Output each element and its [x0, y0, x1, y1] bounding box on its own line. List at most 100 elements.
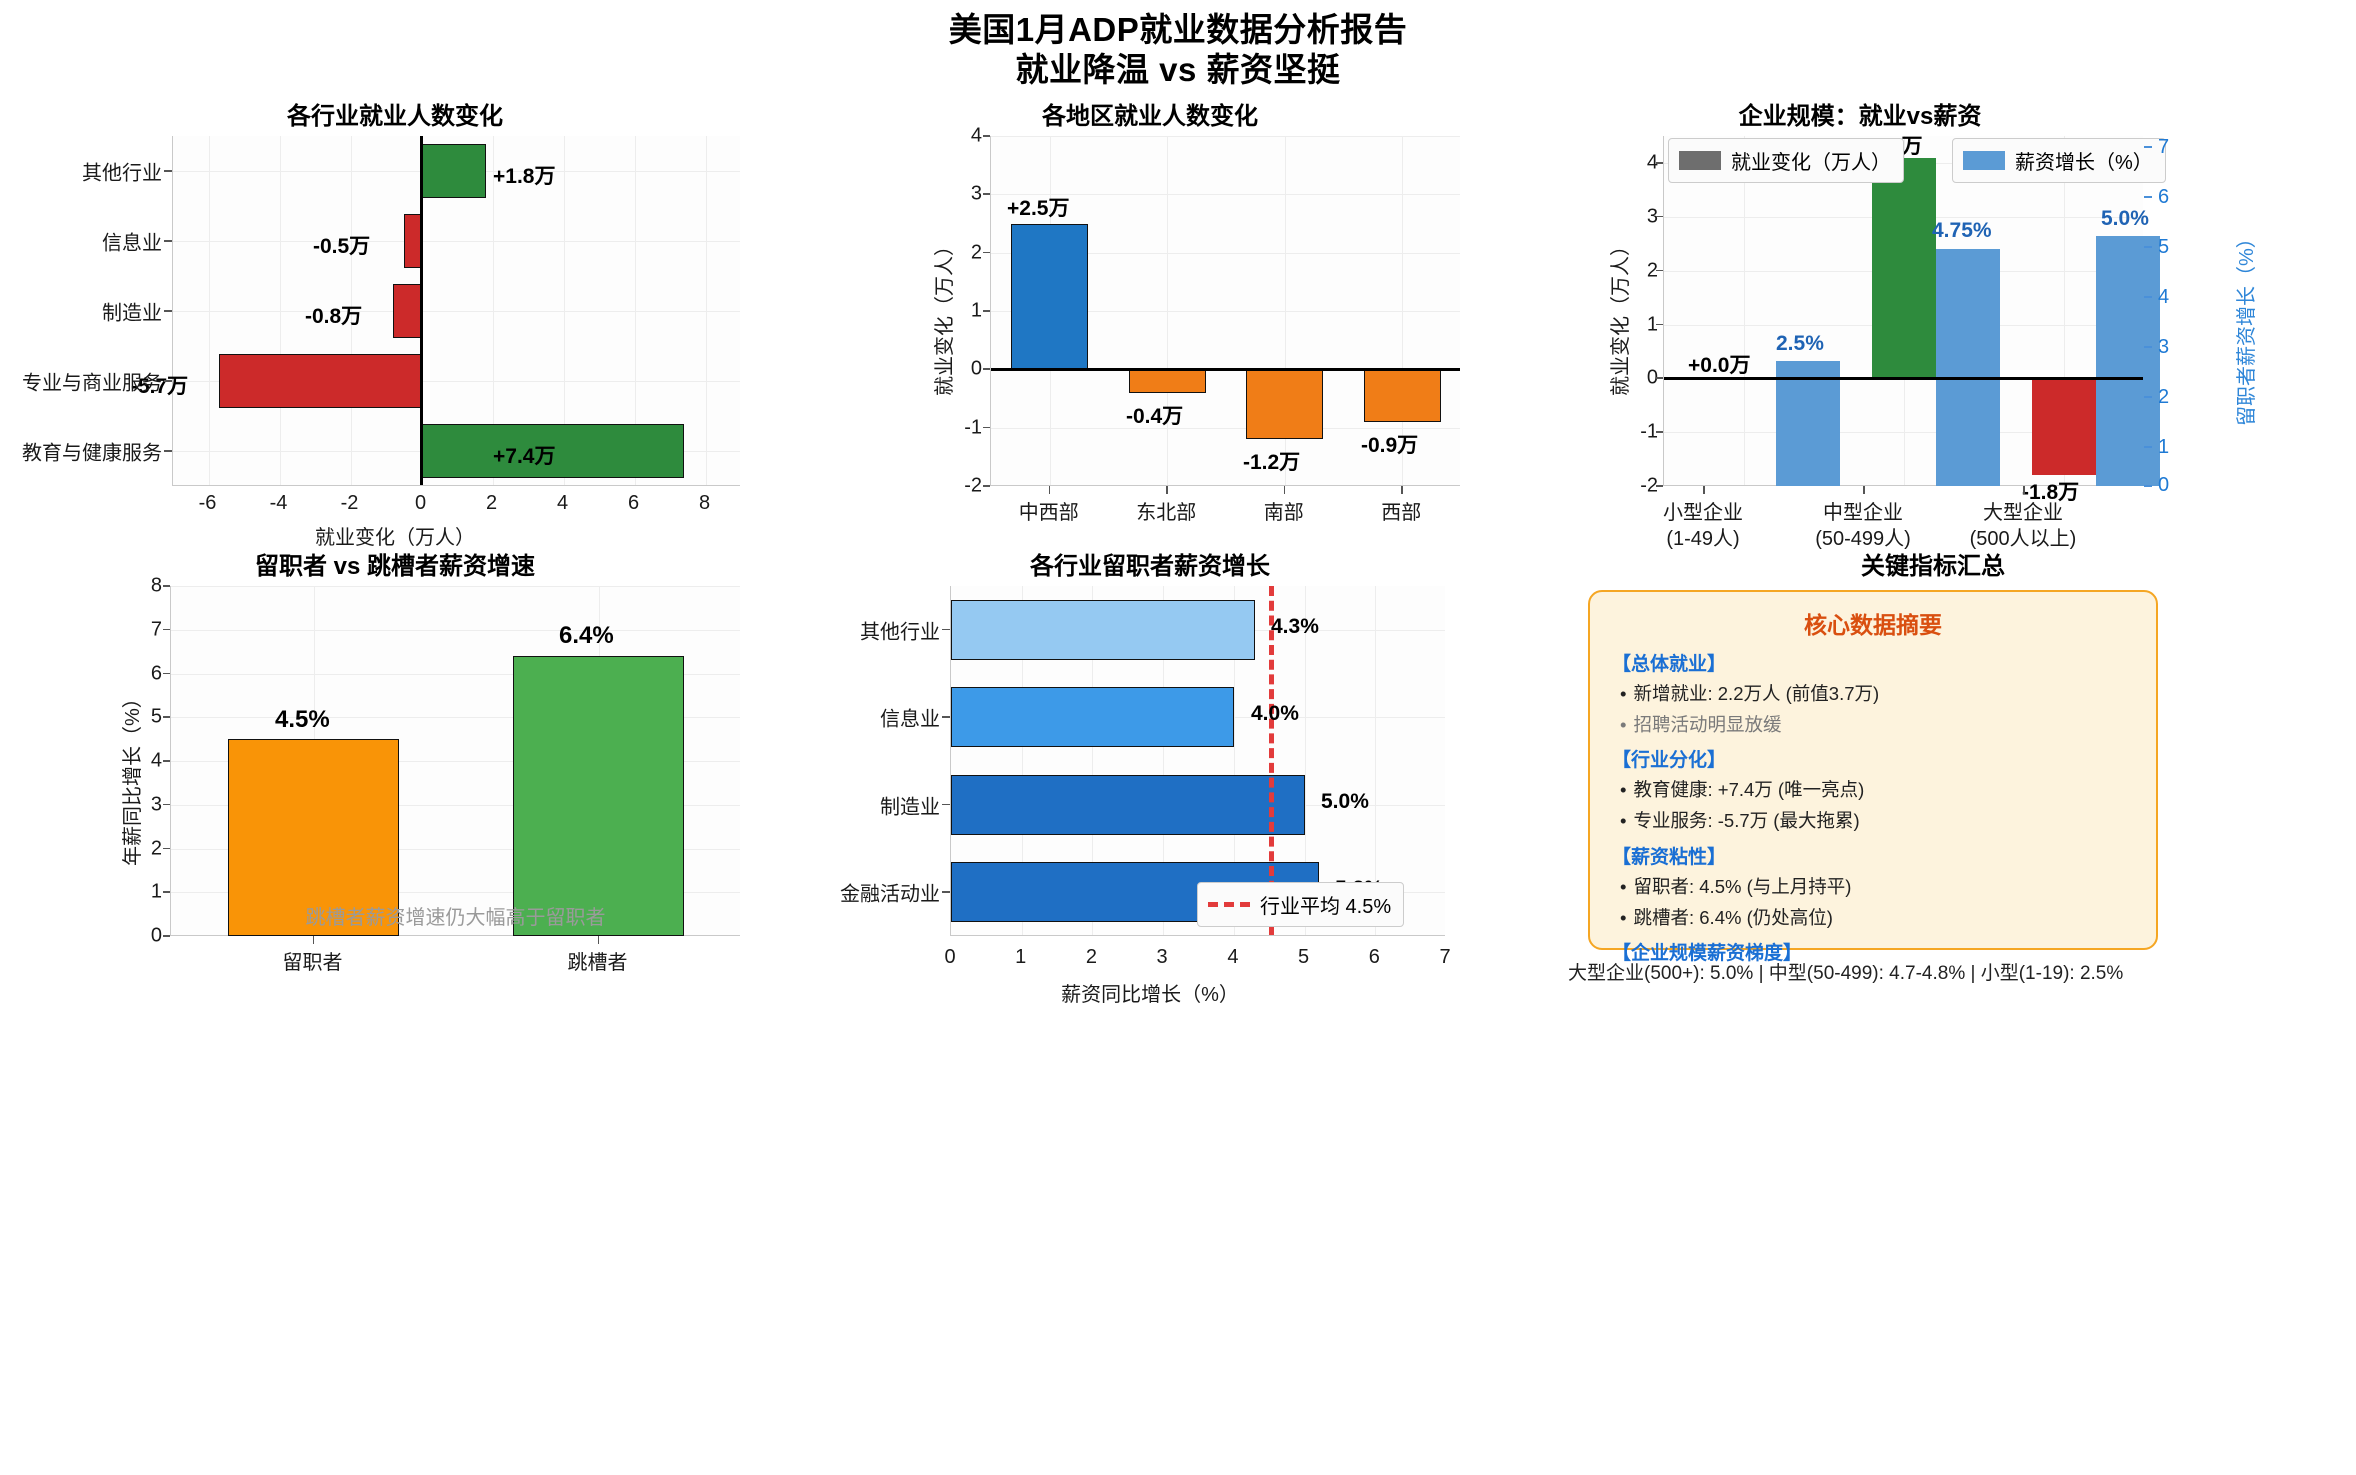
- plot-area-stayer-switcher: 4.5% 6.4% 跳槽者薪资增速仍大幅高于留职者: [170, 586, 740, 936]
- tick-mark: [2144, 196, 2152, 198]
- yaxis-label-company-size: 就业变化（万人）: [1610, 236, 1632, 396]
- gridline: [991, 194, 1460, 196]
- ytick-minus2: -2: [964, 474, 982, 497]
- bar-northeast: [1128, 369, 1206, 393]
- gridline: [1304, 586, 1306, 935]
- gridline: [171, 673, 740, 675]
- chart-panel-industry-employment: 各行业就业人数变化 +1.8万 -0.5: [0, 96, 790, 549]
- tick-mark: [2144, 146, 2152, 148]
- summary-heading-overall: 【总体就业】: [1612, 654, 1727, 675]
- chart-panel-company-size: 企业规模：就业vs薪资 +0.0万 +4.1万 -1.8万 2.5%: [1510, 96, 2356, 550]
- xtick-stayer: 留职者: [282, 952, 343, 974]
- summary-item-switcher: • 跳槽者: 6.4% (仍处高位): [1620, 906, 1833, 928]
- tick-mark: [164, 450, 172, 452]
- tick-mark: [1656, 431, 1663, 433]
- bar-midwest: [1011, 223, 1088, 370]
- ytick-right-3: 3: [2158, 336, 2170, 358]
- tick-mark: [1656, 377, 1663, 379]
- ytick-3: 3: [970, 182, 982, 205]
- legend-label-wage: 薪资增长（%）: [2015, 152, 2153, 174]
- tick-mark: [983, 310, 990, 312]
- ytick-right-0: 0: [2158, 474, 2170, 496]
- plot-area-industry-employment: +1.8万 -0.5万 -0.8万 -5.7万 +7.4万: [131, 136, 740, 486]
- summary-item-new-jobs: • 新增就业: 2.2万人 (前值3.7万): [1620, 683, 1880, 704]
- ytick-1: 1: [970, 299, 982, 322]
- legend-employment[interactable]: 就业变化（万人）: [1668, 138, 1904, 183]
- bar-manufacturing: [393, 284, 422, 338]
- gridline: [705, 136, 707, 485]
- gridline: [173, 241, 740, 242]
- value-label-wage-large: 5.0%: [2101, 207, 2149, 230]
- gridline: [991, 311, 1460, 312]
- value-label-manufacturing: -0.8万: [305, 305, 363, 328]
- dashboard-title-line1: 美国1月ADP就业数据分析报告: [948, 11, 1408, 48]
- value-label-wage-manufacturing: 5.0%: [1321, 790, 1369, 813]
- value-label-west: -0.9万: [1361, 434, 1419, 457]
- ytick-left-0: 0: [1646, 366, 1658, 389]
- xtick-6: 6: [627, 492, 640, 514]
- value-label-switcher: 6.4%: [559, 622, 614, 649]
- tick-mark: [164, 170, 172, 172]
- xtick-large-company-line1: 大型企业: [1983, 502, 2063, 524]
- ytick-3: 3: [150, 793, 162, 816]
- value-label-northeast: -0.4万: [1126, 405, 1184, 428]
- legend-swatch-wage: [1963, 151, 2005, 170]
- ytick-right-7: 7: [2158, 136, 2170, 158]
- summary-card: 核心数据摘要 【总体就业】 • 新增就业: 2.2万人 (前值3.7万) • 招聘活…: [1588, 590, 2158, 964]
- value-label-wage-small: 2.5%: [1776, 332, 1824, 355]
- ytick-right-2: 2: [2158, 386, 2170, 408]
- xtick-medium-company-line2: (50-499人): [1815, 528, 1911, 550]
- ytick-right-6: 6: [2158, 186, 2170, 208]
- summary-panel: 关键指标汇总 核心数据摘要 【总体就业】 • 新增就业: 2.2万人 (前值3.7…: [1510, 546, 2356, 1006]
- xtick-5: 5: [1298, 946, 1310, 968]
- dashboard-title: 美国1月ADP就业数据分析报告 就业降温 vs 薪资坚挺: [0, 0, 2356, 91]
- legend-industry-average[interactable]: 行业平均 4.5%: [1197, 882, 1405, 927]
- ytick-1: 1: [150, 880, 162, 903]
- tick-mark: [983, 251, 990, 254]
- tick-mark: [164, 380, 172, 382]
- tick-mark: [2144, 396, 2152, 398]
- tick-mark: [1656, 323, 1663, 325]
- summary-item-education-health: • 教育健康: +7.4万 (唯一亮点): [1620, 779, 1865, 801]
- tick-mark: [1166, 486, 1168, 494]
- xtick-8: 8: [698, 492, 711, 514]
- ytick-2: 2: [970, 241, 982, 264]
- gridline: [171, 717, 740, 719]
- tick-mark: [1656, 162, 1663, 164]
- tick-mark: [2144, 446, 2152, 448]
- ytick-0: 0: [970, 357, 982, 380]
- xtick-switcher: 跳槽者: [567, 952, 628, 974]
- ytick-information: 信息业: [880, 708, 940, 731]
- tick-mark: [942, 716, 950, 718]
- xtick-west: 西部: [1381, 502, 1422, 524]
- gridline: [171, 761, 740, 762]
- legend-label-industry-average: 行业平均 4.5%: [1260, 896, 1392, 918]
- tick-mark: [2144, 485, 2152, 487]
- gridline: [350, 136, 352, 485]
- xtick-small-company-line2: (1-49人): [1666, 528, 1740, 550]
- value-label-other-industries: +1.8万: [493, 165, 556, 188]
- tick-mark: [2144, 296, 2152, 298]
- tick-mark: [983, 485, 990, 487]
- gridline: [1233, 586, 1235, 935]
- value-label-wage-other-industries: 4.3%: [1271, 615, 1319, 638]
- tick-mark: [983, 426, 990, 429]
- tick-mark: [1703, 486, 1705, 494]
- gridline: [1163, 586, 1165, 935]
- gridline: [563, 136, 565, 485]
- ytick-left-minus2: -2: [1640, 474, 1658, 497]
- legend-wage[interactable]: 薪资增长（%）: [1952, 138, 2166, 183]
- summary-heading-wage-stickiness: 【薪资粘性】: [1612, 846, 1727, 868]
- ytick-manufacturing: 制造业: [880, 796, 940, 819]
- xtick-0: 0: [944, 946, 956, 968]
- value-label-education-health: +7.4万: [493, 445, 556, 468]
- tick-mark: [1656, 215, 1663, 218]
- gridline: [991, 427, 1460, 429]
- tick-mark: [163, 760, 170, 762]
- chart-panel-region-employment: 各地区就业人数变化 +2.5万 -0.4万 -1.2万 -0.9万 4 3 2: [800, 96, 1500, 536]
- tick-mark: [2023, 486, 2025, 494]
- xtick-small-company-line1: 小型企业: [1663, 502, 1743, 524]
- summary-section-title: 关键指标汇总: [1861, 553, 2005, 580]
- ytick-other-industries: 其他行业: [82, 162, 162, 185]
- summary-heading-size-gradient: 【企业规模薪资梯度】: [1612, 942, 1803, 964]
